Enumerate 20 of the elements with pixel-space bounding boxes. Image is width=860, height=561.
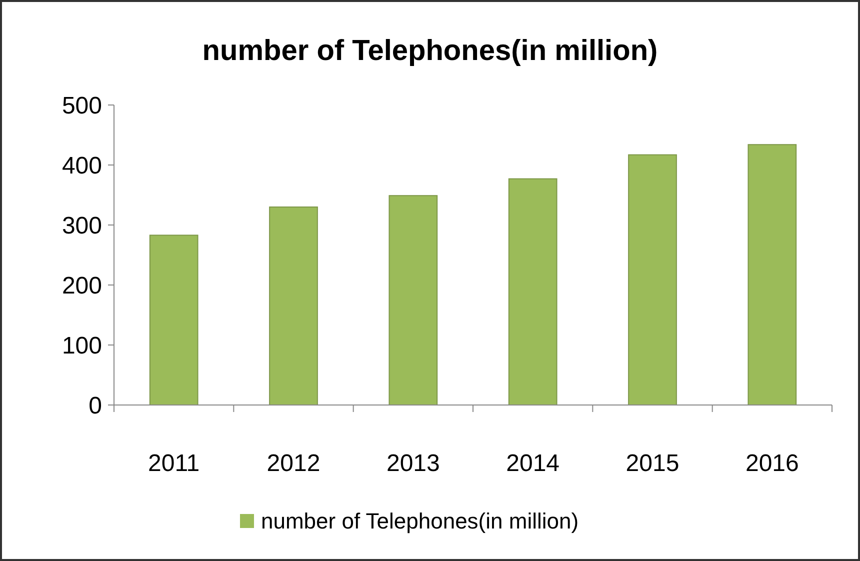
bar (149, 234, 198, 406)
bar (508, 178, 558, 406)
bar (269, 206, 318, 406)
y-tick-label: 400 (62, 152, 102, 180)
x-tick-label: 2011 (148, 450, 200, 477)
x-tick-label: 2013 (386, 450, 440, 477)
y-tick-label: 300 (62, 212, 102, 240)
bar (748, 144, 797, 406)
bar (388, 195, 438, 406)
legend-label: number of Telephones(in million) (261, 508, 579, 534)
y-tick-label: 200 (62, 272, 102, 300)
bar (628, 154, 677, 406)
y-tick-label: 500 (62, 92, 102, 120)
x-tick-label: 2016 (745, 450, 799, 477)
x-tick-label: 2015 (626, 450, 680, 477)
x-tick-label: 2014 (506, 450, 560, 477)
y-tick-label: 100 (62, 332, 102, 360)
chart-title: number of Telephones(in million) (202, 35, 658, 67)
x-tick-label: 2012 (266, 450, 320, 477)
y-tick-label: 0 (88, 392, 102, 420)
